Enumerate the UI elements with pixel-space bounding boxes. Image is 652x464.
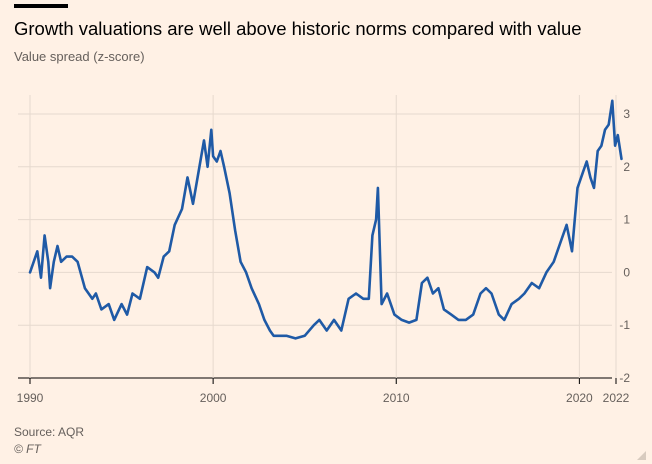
x-tick-label: 2000 (200, 391, 227, 405)
source-note: Source: AQR (14, 425, 85, 439)
y-tick-label: 2 (623, 160, 630, 174)
y-tick-label: 0 (623, 265, 630, 279)
y-tick-label: 1 (623, 213, 630, 227)
x-tick-label: 2020 (566, 391, 593, 405)
x-tick-label: 2010 (383, 391, 410, 405)
x-axis-ticks: 1990 2000 2010 2020 2022 (17, 378, 630, 405)
series-line-value-spread (28, 99, 623, 340)
series-layer (28, 99, 623, 340)
gridlines (18, 95, 617, 384)
line-chart: 3 2 1 0 -1 -2 1990 2000 2010 2020 2022 (17, 95, 630, 405)
copyright-note: © FT (14, 442, 41, 456)
x-tick-label: 1990 (17, 391, 44, 405)
x-tick-label: 2022 (603, 391, 630, 405)
y-tick-label: -2 (619, 371, 630, 385)
chart-title: Growth valuations are well above histori… (14, 18, 582, 39)
resize-corner-icon (637, 451, 646, 460)
y-tick-label: -1 (619, 318, 630, 332)
title-accent-bar (14, 4, 68, 8)
y-tick-label: 3 (623, 107, 630, 121)
y-axis-ticks: 3 2 1 0 -1 -2 (619, 107, 630, 385)
chart-subtitle: Value spread (z-score) (14, 49, 145, 64)
